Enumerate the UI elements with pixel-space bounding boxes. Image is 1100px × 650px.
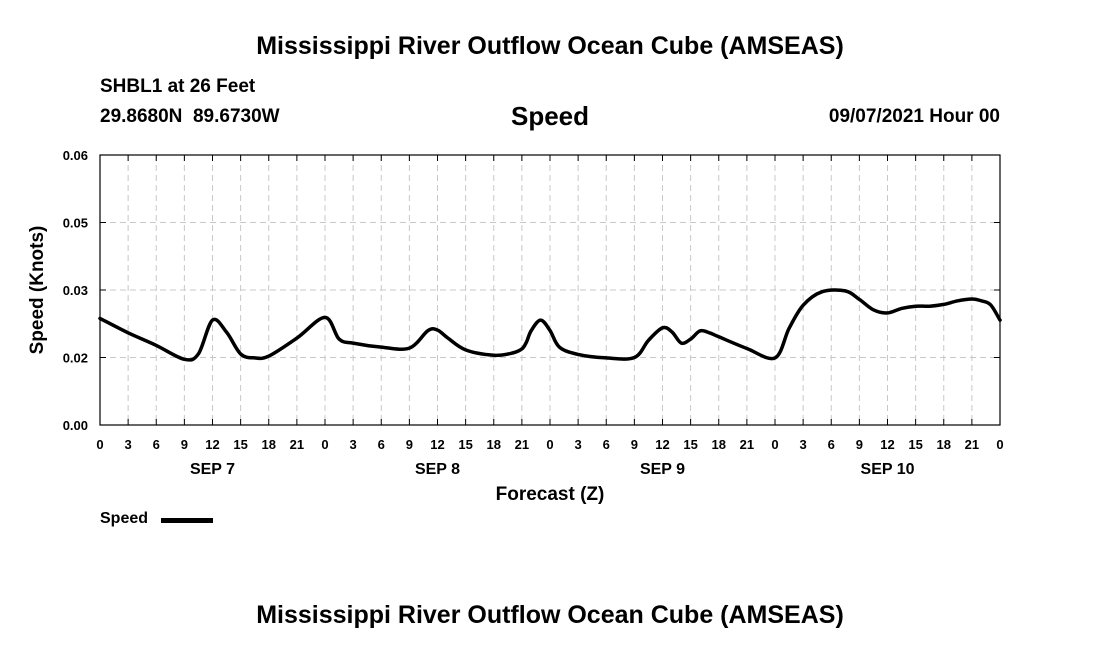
y-tick-label: 0.05 xyxy=(63,216,88,231)
x-tick-label: 0 xyxy=(321,437,328,452)
x-tick-label: 9 xyxy=(181,437,188,452)
x-tick-label: 0 xyxy=(546,437,553,452)
x-tick-label: 15 xyxy=(233,437,247,452)
legend-label: Speed xyxy=(100,510,149,527)
x-tick-label: 21 xyxy=(290,437,304,452)
x-tick-label: 12 xyxy=(655,437,669,452)
x-tick-label: 12 xyxy=(430,437,444,452)
x-tick-label: 3 xyxy=(575,437,582,452)
x-tick-label: 9 xyxy=(406,437,413,452)
x-tick-label: 15 xyxy=(908,437,922,452)
x-tick-label: 3 xyxy=(800,437,807,452)
y-tick-label: 0.06 xyxy=(63,148,88,163)
plot-frame xyxy=(99,154,1001,426)
day-label: SEP 8 xyxy=(415,461,460,478)
x-tick-label: 18 xyxy=(262,437,276,452)
day-label: SEP 10 xyxy=(861,461,915,478)
x-tick-label: 6 xyxy=(828,437,835,452)
y-tick-label: 0.02 xyxy=(63,351,88,366)
x-tick-label: 15 xyxy=(683,437,697,452)
x-tick-label: 0 xyxy=(996,437,1003,452)
x-tick-label: 0 xyxy=(96,437,103,452)
x-tick-label: 21 xyxy=(515,437,529,452)
day-label: SEP 7 xyxy=(190,461,235,478)
y-tick-label: 0.00 xyxy=(63,418,88,433)
x-axis-label: Forecast (Z) xyxy=(496,484,605,505)
x-tick-label: 21 xyxy=(965,437,979,452)
y-tick-label: 0.03 xyxy=(63,283,88,298)
x-tick-label: 9 xyxy=(631,437,638,452)
x-tick-label: 21 xyxy=(740,437,754,452)
x-tick-label: 18 xyxy=(712,437,726,452)
footer-title: Mississippi River Outflow Ocean Cube (AM… xyxy=(256,601,844,629)
x-tick-label: 9 xyxy=(856,437,863,452)
x-tick-label: 6 xyxy=(378,437,385,452)
x-tick-label: 15 xyxy=(458,437,472,452)
x-tick-label: 12 xyxy=(880,437,894,452)
day-label: SEP 9 xyxy=(640,461,685,478)
chart-title: Mississippi River Outflow Ocean Cube (AM… xyxy=(256,32,844,60)
series-line-speed xyxy=(98,288,1002,362)
x-tick-label: 18 xyxy=(487,437,501,452)
x-tick-label: 0 xyxy=(771,437,778,452)
x-tick-label: 12 xyxy=(205,437,219,452)
station-label: SHBL1 at 26 Feet xyxy=(100,76,256,97)
grid-lines xyxy=(100,155,1000,425)
legend-line-swatch xyxy=(161,518,213,523)
variable-title: Speed xyxy=(510,101,590,131)
x-tick-label: 3 xyxy=(350,437,357,452)
x-tick-label: 6 xyxy=(153,437,160,452)
forecast-datetime: 09/07/2021 Hour 00 xyxy=(828,106,1000,127)
y-axis-label: Speed (Knots) xyxy=(27,226,48,355)
x-tick-label: 3 xyxy=(125,437,132,452)
x-tick-label: 18 xyxy=(937,437,951,452)
coordinates-label: 29.8680N 89.6730W xyxy=(100,106,280,127)
series-layer xyxy=(98,288,1002,362)
axes: 0 3 6 9 12 15 18 21 0 3 6 9 12 15 18 21 0 3 6 9 12 15 18 21 0 3 6 9… xyxy=(63,148,1004,478)
x-tick-label: 6 xyxy=(603,437,610,452)
